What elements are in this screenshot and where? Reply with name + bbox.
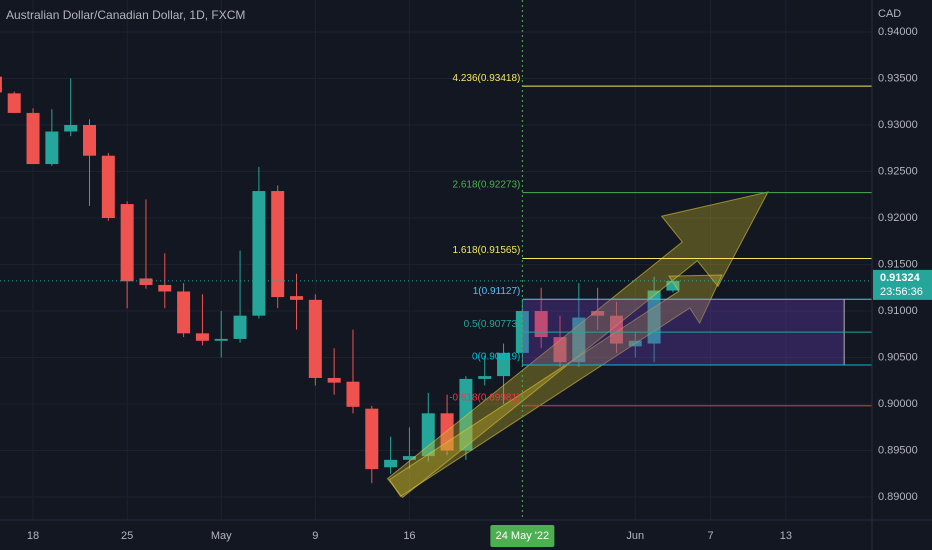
last-price-label: 0.91324 (880, 272, 921, 284)
candle-body (327, 377, 341, 383)
y-tick-label: 0.90500 (878, 351, 918, 363)
fib-label: 2.618(0.92273) (453, 179, 521, 190)
candle-body (421, 413, 435, 457)
candle-body (83, 125, 96, 156)
candle-body (64, 125, 78, 132)
fib-label: 4.236(0.93418) (453, 73, 521, 84)
grid (0, 0, 872, 520)
y-tick-label: 0.92000 (878, 212, 918, 224)
y-tick-label: 0.91500 (878, 258, 918, 270)
x-tick-label: May (211, 530, 232, 542)
y-tick-label: 0.92500 (878, 165, 918, 177)
fib-label: -0.618(0.89981) (449, 392, 520, 403)
candle-body (195, 333, 209, 341)
y-tick-label: 0.93500 (878, 72, 918, 84)
candle-body (402, 456, 416, 460)
candle-body (7, 93, 21, 113)
candle-body (308, 299, 322, 378)
x-tick-label: 13 (780, 530, 792, 542)
x-tick-label: 16 (403, 530, 415, 542)
candle-body (0, 76, 2, 93)
candle-body (346, 381, 360, 407)
candle-body (120, 204, 134, 282)
x-tick-label: Jun (626, 530, 644, 542)
y-axis-label: CAD (878, 8, 901, 20)
candle-body (233, 315, 247, 339)
candle-body (252, 191, 266, 316)
candle-body (158, 284, 172, 292)
candle-body (101, 155, 115, 219)
fib-label: 1.618(0.91565) (453, 245, 521, 256)
candle-body (459, 378, 473, 451)
candle-body (365, 408, 379, 470)
y-tick-label: 0.89000 (878, 491, 918, 503)
candle-body (177, 291, 191, 334)
y-tick-label: 0.89500 (878, 444, 918, 456)
overlay: 4.236(0.93418) 2.618(0.92273) 1.618(0.9156… (0, 0, 872, 520)
y-tick-label: 0.93000 (878, 119, 918, 131)
candle-body (26, 112, 40, 165)
candle-body (290, 296, 304, 300)
candle-body (139, 278, 153, 285)
crosshair-label: 24 May '22 (496, 530, 549, 542)
y-tick-label: 0.91000 (878, 305, 918, 317)
x-tick-label: 25 (121, 530, 133, 542)
candle-body (572, 317, 586, 363)
last-price-bg (873, 269, 932, 300)
countdown: 23:56:36 (880, 286, 923, 298)
x-tick-label: 18 (27, 530, 39, 542)
candle-body (666, 280, 680, 291)
candle-body (384, 459, 398, 468)
candle-body (214, 338, 228, 341)
chart-title: Australian Dollar/Canadian Dollar, 1D, F… (6, 8, 245, 22)
candle-body (45, 131, 59, 165)
candle-body (534, 311, 548, 338)
fib-label: 0(0.90419) (472, 352, 520, 363)
y-tick-label: 0.90000 (878, 398, 918, 410)
trend-arrow (386, 191, 769, 499)
candle-body (591, 311, 605, 316)
fib-label: 0.5(0.90773) (464, 319, 521, 330)
x-tick-label: 9 (312, 530, 318, 542)
candle-body (478, 376, 492, 379)
crosshair-label-bg (490, 525, 555, 547)
candle-body (271, 191, 285, 298)
candle-body (440, 413, 454, 451)
candle-body (647, 290, 661, 344)
fib-label: 1(0.91127) (473, 286, 521, 297)
y-tick-label: 0.94000 (878, 26, 918, 38)
x-tick-label: 7 (707, 530, 713, 542)
candle-body (497, 352, 511, 377)
